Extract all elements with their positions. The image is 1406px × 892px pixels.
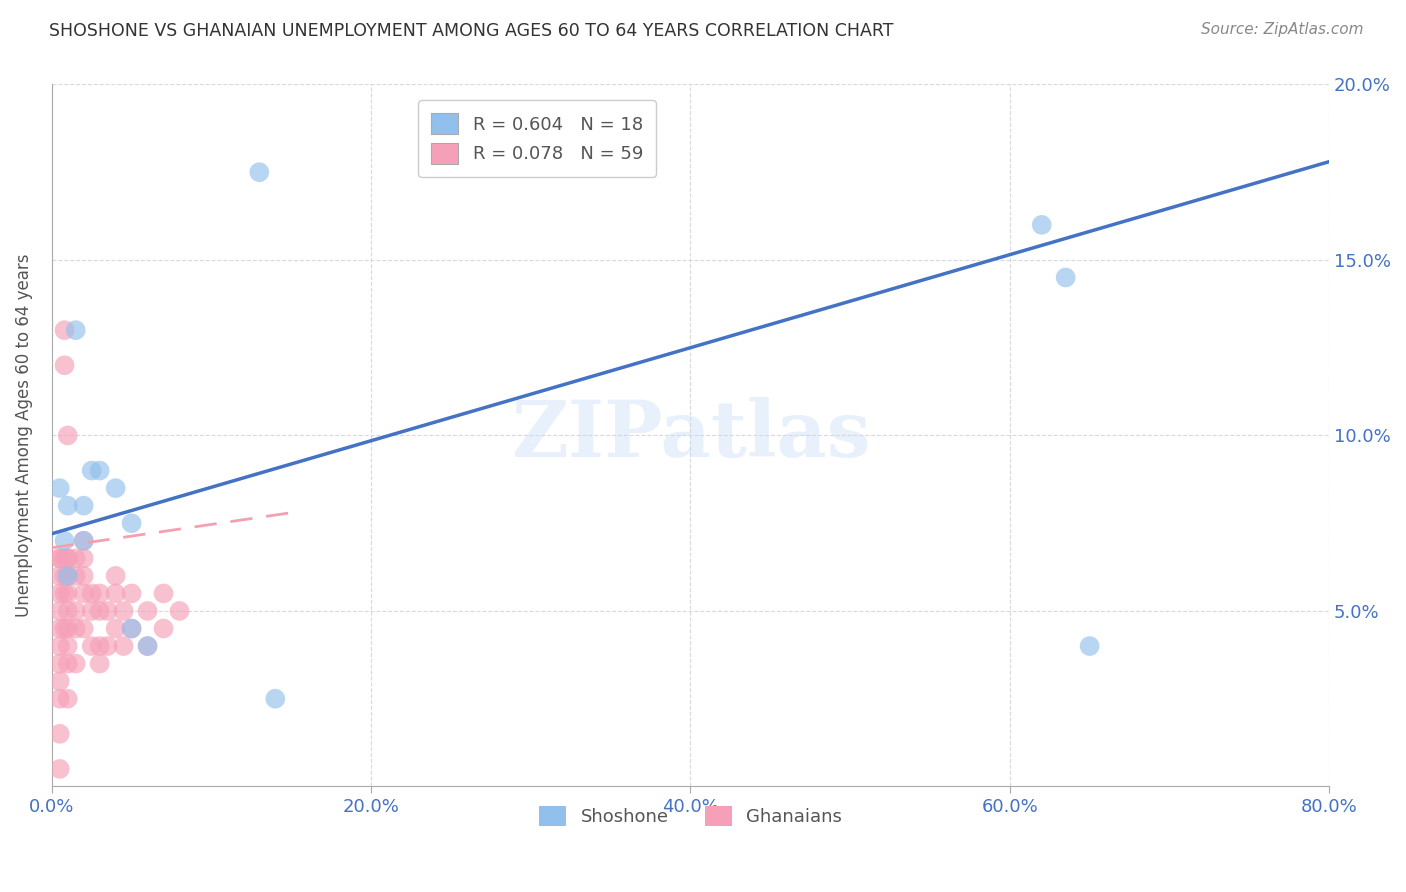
Point (89, 464, 111, 478)
Point (48, 762, 70, 776)
Point (73, 533, 96, 548)
Point (56, 551, 79, 566)
Point (104, 622, 127, 636)
Point (1031, 218, 1053, 232)
Point (136, 604, 159, 618)
Point (56, 691, 79, 706)
Point (136, 639, 159, 653)
Point (56, 657, 79, 671)
Point (53, 533, 76, 548)
Text: ZIPatlas: ZIPatlas (510, 398, 870, 474)
Point (65, 569, 87, 583)
Legend: Shoshone, Ghanaians: Shoshone, Ghanaians (531, 798, 849, 834)
Point (65, 622, 87, 636)
Point (56, 639, 79, 653)
Point (56, 604, 79, 618)
Point (247, 165, 270, 179)
Point (121, 622, 143, 636)
Point (48, 569, 70, 583)
Point (65, 657, 87, 671)
Point (112, 604, 135, 618)
Point (264, 691, 287, 706)
Point (89, 657, 111, 671)
Text: SHOSHONE VS GHANAIAN UNEMPLOYMENT AMONG AGES 60 TO 64 YEARS CORRELATION CHART: SHOSHONE VS GHANAIAN UNEMPLOYMENT AMONG … (49, 22, 894, 40)
Point (80, 639, 103, 653)
Point (48, 657, 70, 671)
Point (48, 604, 70, 618)
Point (56, 569, 79, 583)
Point (89, 586, 111, 600)
Point (80, 586, 103, 600)
Point (169, 604, 191, 618)
Point (56, 622, 79, 636)
Point (53, 569, 76, 583)
Point (104, 569, 127, 583)
Point (48, 551, 70, 566)
Y-axis label: Unemployment Among Ages 60 to 64 years: Unemployment Among Ages 60 to 64 years (15, 253, 32, 617)
Point (48, 551, 70, 566)
Point (53, 551, 76, 566)
Point (104, 586, 127, 600)
Point (73, 622, 96, 636)
Point (1078, 639, 1101, 653)
Point (48, 639, 70, 653)
Text: Source: ZipAtlas.com: Source: ZipAtlas.com (1201, 22, 1364, 37)
Point (48, 586, 70, 600)
Point (65, 323, 87, 337)
Point (80, 464, 103, 478)
Point (48, 727, 70, 741)
Point (121, 622, 143, 636)
Point (73, 533, 96, 548)
Point (48, 691, 70, 706)
Point (56, 551, 79, 566)
Point (152, 586, 174, 600)
Point (73, 569, 96, 583)
Point (56, 569, 79, 583)
Point (48, 622, 70, 636)
Point (121, 516, 143, 531)
Point (97, 604, 120, 618)
Point (73, 499, 96, 513)
Point (97, 639, 120, 653)
Point (53, 622, 76, 636)
Point (65, 551, 87, 566)
Point (89, 639, 111, 653)
Point (89, 604, 111, 618)
Point (152, 622, 174, 636)
Point (48, 481, 70, 495)
Point (136, 639, 159, 653)
Point (80, 604, 103, 618)
Point (112, 639, 135, 653)
Point (121, 586, 143, 600)
Point (53, 358, 76, 372)
Point (104, 481, 127, 495)
Point (53, 323, 76, 337)
Point (53, 586, 76, 600)
Point (56, 586, 79, 600)
Point (48, 674, 70, 689)
Point (56, 499, 79, 513)
Point (73, 551, 96, 566)
Point (1054, 270, 1077, 285)
Point (56, 428, 79, 442)
Point (65, 604, 87, 618)
Point (73, 586, 96, 600)
